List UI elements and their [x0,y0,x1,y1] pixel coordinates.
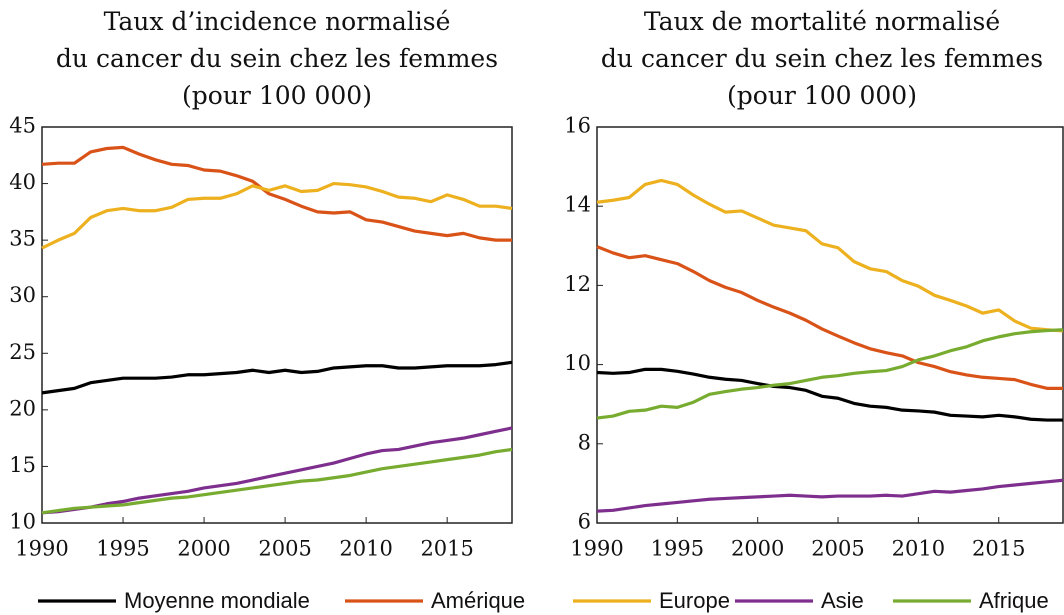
y-tick-label: 6 [578,510,591,534]
y-tick-label: 25 [9,340,36,364]
chart-title: du cancer du sein chez les femmes [56,44,498,73]
x-tick-label: 2000 [177,537,230,561]
y-tick-label: 15 [9,453,36,477]
y-tick-label: 10 [564,351,591,375]
legend-label: Afrique [979,588,1049,613]
x-tick-label: 2015 [972,537,1025,561]
chart-title: Taux de mortalité normalisé [644,7,1000,36]
plot-frame [596,126,1064,524]
x-tick-label: 1995 [96,537,149,561]
y-tick-label: 14 [564,193,591,217]
chart-title: (pour 100 000) [182,81,372,110]
x-tick-label: 2000 [731,537,784,561]
legend-label: Europe [659,588,730,613]
x-tick-label: 1995 [651,537,704,561]
series-line [41,181,513,250]
y-tick-label: 20 [9,396,36,420]
chart-title: Taux d’incidence normalisé [104,7,451,36]
series-line [41,447,513,515]
series-line [41,426,513,515]
plot-frame [41,126,513,524]
legend-label: Asie [821,588,864,613]
series-line [596,328,1064,420]
chart-title: (pour 100 000) [727,81,917,110]
legend-label: Moyenne mondiale [124,588,310,613]
y-tick-label: 35 [9,227,36,251]
x-tick-label: 2010 [892,537,945,561]
y-tick-label: 40 [9,170,36,194]
x-tick-label: 2015 [420,537,473,561]
series-line [596,245,1063,390]
series-line [41,360,513,395]
chart-title: du cancer du sein chez les femmes [601,44,1043,73]
y-tick-label: 8 [578,430,591,454]
x-tick-label: 1990 [570,537,623,561]
x-tick-label: 1990 [15,537,68,561]
y-tick-label: 10 [9,510,36,534]
series-line [596,478,1064,513]
series-line [41,145,512,242]
series-line [596,367,1063,422]
legend-label: Amérique [431,588,525,613]
y-tick-label: 12 [564,272,591,296]
y-tick-label: 16 [564,114,591,138]
x-tick-label: 2005 [811,537,864,561]
series-line [596,178,1064,333]
x-tick-label: 2005 [258,537,311,561]
y-tick-label: 45 [9,114,36,138]
y-tick-label: 30 [9,283,36,307]
x-tick-label: 2010 [339,537,392,561]
